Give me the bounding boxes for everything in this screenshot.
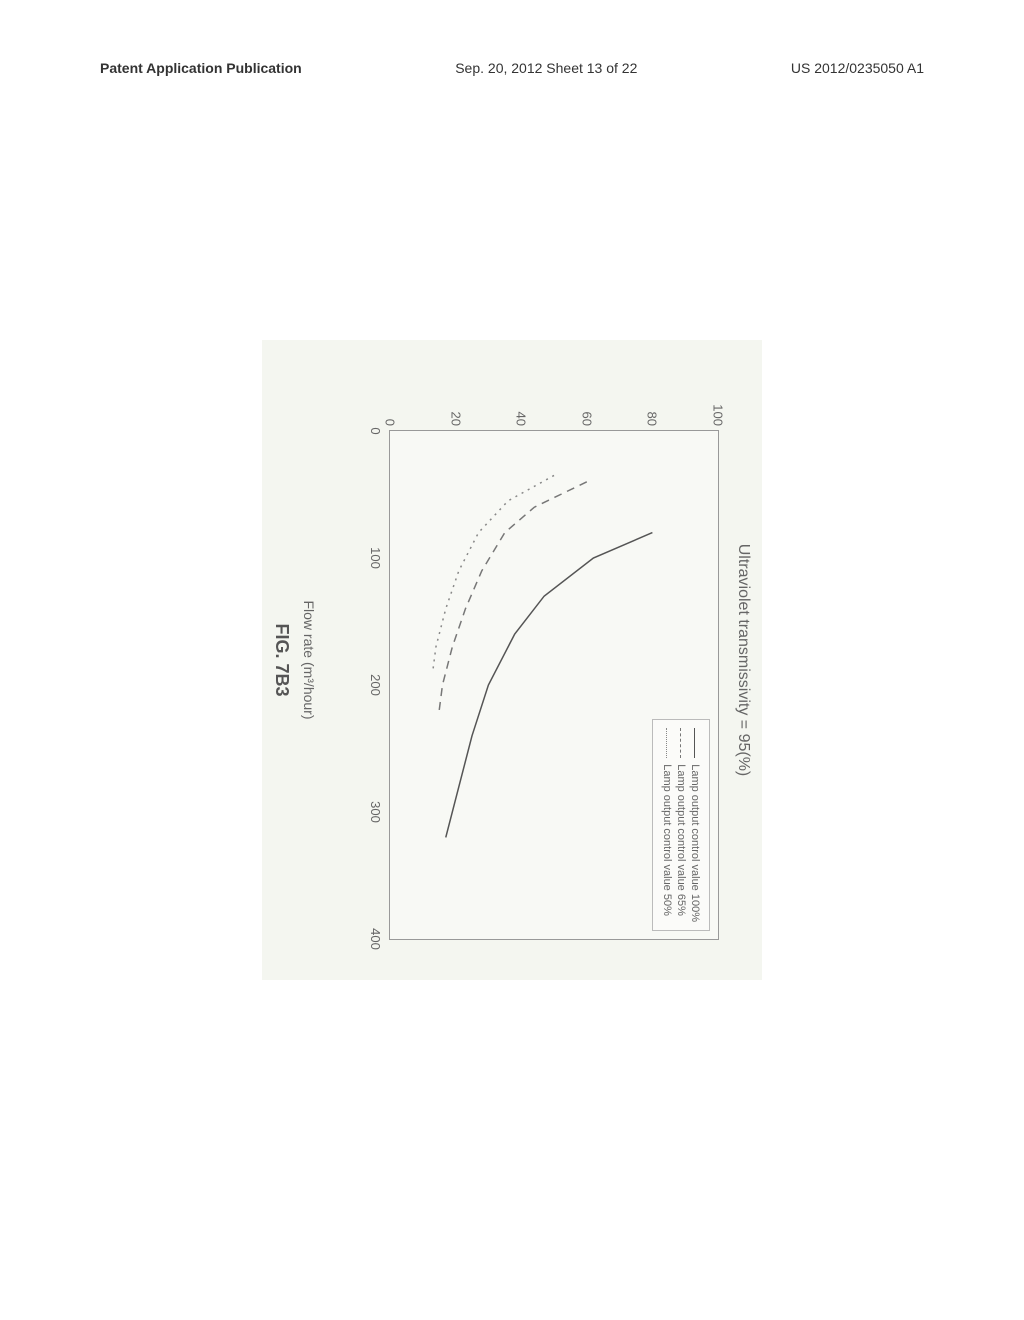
legend-row: Lamp output control value 100% bbox=[689, 728, 701, 922]
page-header: Patent Application Publication Sep. 20, … bbox=[100, 60, 924, 76]
x-tick: 200 bbox=[368, 674, 383, 696]
header-left: Patent Application Publication bbox=[100, 60, 302, 76]
y-tick: 60 bbox=[579, 391, 594, 426]
y-tick: 100 bbox=[711, 391, 726, 426]
legend-row: Lamp output control value 65% bbox=[675, 728, 687, 922]
legend-swatch bbox=[667, 728, 668, 758]
header-right: US 2012/0235050 A1 bbox=[791, 60, 924, 76]
x-axis-label: Flow rate (m³/hour) bbox=[301, 600, 317, 719]
x-tick: 0 bbox=[368, 427, 383, 434]
chart-wrap: Reduction equivalent Dose (mJ/cm²) Flow … bbox=[349, 370, 729, 950]
x-tick: 300 bbox=[368, 801, 383, 823]
series-curve bbox=[439, 482, 587, 711]
y-tick: 80 bbox=[645, 391, 660, 426]
series-curve bbox=[433, 475, 554, 672]
legend-label: Lamp output control value 65% bbox=[675, 764, 687, 916]
x-tick: 400 bbox=[368, 928, 383, 950]
header-center: Sep. 20, 2012 Sheet 13 of 22 bbox=[455, 60, 637, 76]
legend-swatch bbox=[681, 728, 682, 758]
legend-row: Lamp output control value 50% bbox=[661, 728, 673, 922]
chart-title: Ultraviolet transmissivity = 95(%) bbox=[734, 340, 752, 980]
figure-container: Ultraviolet transmissivity = 95(%) Reduc… bbox=[262, 340, 762, 980]
plot-area: Lamp output control value 100%Lamp outpu… bbox=[389, 430, 719, 940]
x-tick: 100 bbox=[368, 547, 383, 569]
figure-label: FIG. 7B3 bbox=[271, 623, 292, 696]
legend-swatch bbox=[695, 728, 696, 758]
y-tick: 0 bbox=[383, 391, 398, 426]
legend-label: Lamp output control value 100% bbox=[689, 764, 701, 922]
chart-legend: Lamp output control value 100%Lamp outpu… bbox=[652, 719, 710, 931]
y-tick: 40 bbox=[514, 391, 529, 426]
series-curve bbox=[446, 533, 653, 838]
y-tick: 20 bbox=[448, 391, 463, 426]
legend-label: Lamp output control value 50% bbox=[661, 764, 673, 916]
